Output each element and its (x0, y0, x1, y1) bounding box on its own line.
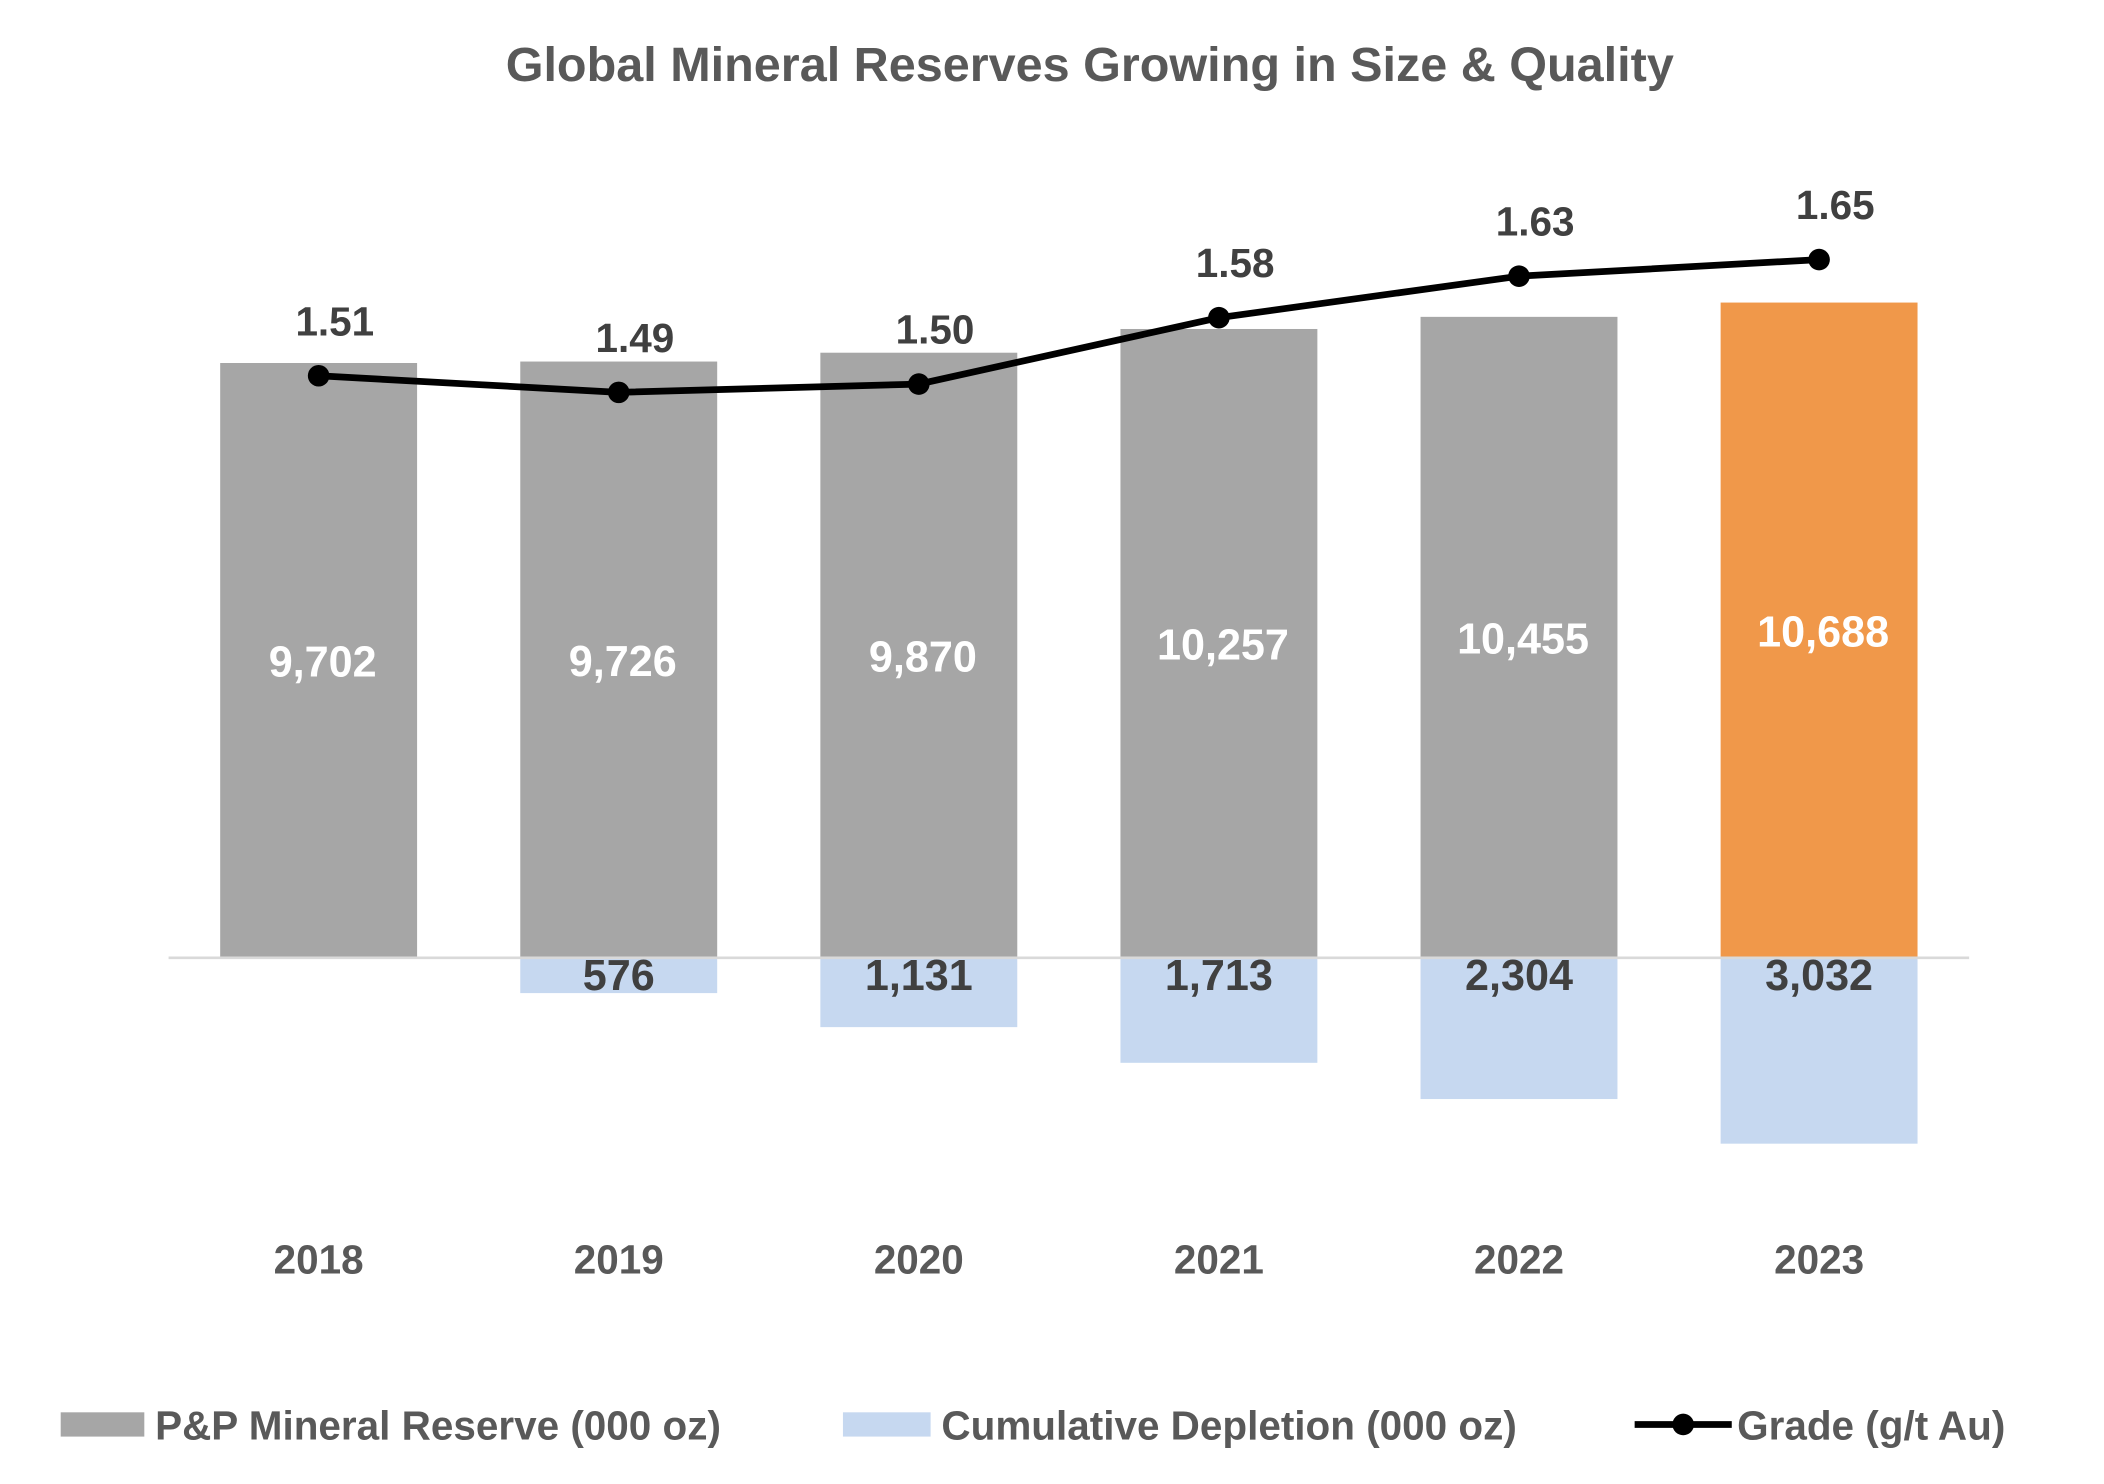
depletion-data-label: 1,713 (1165, 952, 1273, 1000)
grade-point (1808, 248, 1830, 271)
grade-point (1508, 265, 1530, 287)
grade-point (1208, 306, 1230, 329)
grade-data-label: 1.50 (896, 307, 975, 353)
grade-data-label: 1.65 (1796, 182, 1875, 228)
reserve-data-label: 10,257 (1157, 622, 1289, 670)
depletion-bar (1420, 957, 1618, 1100)
depletion-data-label: 3,032 (1765, 952, 1873, 1000)
reserve-data-label: 10,688 (1757, 608, 1889, 656)
legend: P&P Mineral Reserve (000 oz) Cumulative D… (60, 1402, 2005, 1448)
reserve-bar (220, 363, 418, 958)
depletion-bar (1120, 957, 1318, 1063)
reserve-data-label: 9,726 (569, 638, 677, 686)
grade-line (318, 256, 1820, 396)
grade-data-label: 1.49 (596, 315, 675, 361)
legend-marker-grade (1672, 1413, 1694, 1436)
plot-area: 9,702 2018 9,726 576 2019 9,870 1,131 2020 10,25… (168, 182, 1970, 1282)
reserve-data-label: 9,870 (869, 633, 977, 681)
reserve-bar (1420, 316, 1618, 958)
depletion-bar (520, 957, 718, 994)
legend-label-reserve: P&P Mineral Reserve (000 oz) (155, 1402, 721, 1448)
depletion-data-label: 1,131 (865, 952, 973, 1000)
depletion-data-label: 576 (583, 952, 655, 1000)
grade-data-label: 1.63 (1496, 199, 1575, 245)
legend-label-depletion: Cumulative Depletion (000 oz) (941, 1402, 1516, 1448)
x-tick-label: 2018 (274, 1236, 364, 1282)
legend-label-grade: Grade (g/t Au) (1737, 1402, 2005, 1448)
reserve-bar (1720, 302, 1918, 958)
grade-data-label: 1.58 (1196, 240, 1275, 286)
grade-point (307, 364, 330, 387)
depletion-data-label: 2,304 (1465, 952, 1573, 1000)
grade-data-label: 1.51 (295, 298, 374, 344)
depletion-bar (820, 957, 1018, 1028)
reserve-data-label: 9,702 (269, 639, 377, 687)
grade-point (607, 381, 630, 404)
reserve-bar (820, 352, 1018, 958)
reserve-data-label: 10,455 (1457, 616, 1589, 664)
x-tick-label: 2021 (1174, 1236, 1264, 1282)
grade-point (908, 373, 930, 395)
depletion-bar (1720, 957, 1918, 1144)
reserve-bar (1120, 328, 1318, 958)
chart-title: Global Mineral Reserves Growing in Size … (506, 38, 1674, 92)
legend-swatch-depletion (842, 1412, 931, 1437)
reserve-bar (520, 361, 718, 958)
legend-swatch-reserve (60, 1412, 145, 1437)
x-tick-label: 2023 (1774, 1236, 1864, 1282)
x-tick-label: 2022 (1474, 1236, 1564, 1282)
x-tick-label: 2019 (574, 1236, 664, 1282)
x-tick-label: 2020 (874, 1236, 964, 1282)
